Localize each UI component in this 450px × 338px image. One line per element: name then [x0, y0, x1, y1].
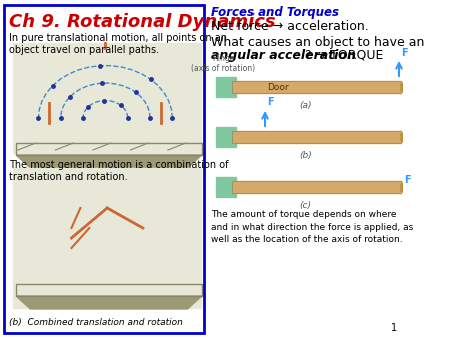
Text: F: F	[267, 97, 274, 107]
Text: F: F	[401, 48, 407, 58]
Polygon shape	[16, 155, 202, 168]
Bar	[0, 0, 207, 338]
Text: (b): (b)	[299, 151, 311, 160]
Text: In pure translational motion, all points on an
object travel on parallel paths.: In pure translational motion, all points…	[9, 33, 227, 55]
Text: The amount of torque depends on where
and in what direction the force is applied: The amount of torque depends on where an…	[212, 210, 414, 244]
Bar	[232, 181, 406, 193]
Bar	[216, 127, 235, 147]
Text: F: F	[405, 175, 411, 185]
Bar	[216, 77, 235, 97]
Text: (b)  Combined translation and rotation: (b) Combined translation and rotation	[9, 318, 183, 327]
Text: Hinge
(axis of rotation): Hinge (axis of rotation)	[191, 54, 255, 73]
Text: Forces and Torques: Forces and Torques	[212, 6, 339, 19]
Bar	[16, 143, 202, 155]
Text: (a): (a)	[299, 101, 311, 110]
Text: ? → TORQUE: ? → TORQUE	[305, 49, 383, 62]
Bar	[232, 181, 406, 193]
Bar	[232, 81, 406, 93]
Bar	[14, 168, 201, 308]
Text: What causes an object to have an: What causes an object to have an	[212, 36, 425, 49]
Polygon shape	[16, 296, 202, 309]
Text: The most general motion is a combination of
translation and rotation.: The most general motion is a combination…	[9, 160, 229, 182]
Bar	[216, 177, 235, 197]
Text: Door: Door	[268, 82, 289, 92]
Bar	[4, 5, 204, 333]
Text: angular acceleration: angular acceleration	[212, 49, 356, 62]
Text: 1: 1	[392, 323, 397, 333]
Text: Net force → acceleration.: Net force → acceleration.	[212, 20, 369, 33]
Text: Ch 9. Rotational Dynamics: Ch 9. Rotational Dynamics	[9, 13, 275, 31]
Bar	[14, 43, 201, 153]
Bar	[232, 81, 406, 93]
Text: (c): (c)	[299, 201, 311, 210]
Bar	[232, 131, 406, 143]
Bar	[16, 284, 202, 296]
Bar	[232, 131, 406, 143]
